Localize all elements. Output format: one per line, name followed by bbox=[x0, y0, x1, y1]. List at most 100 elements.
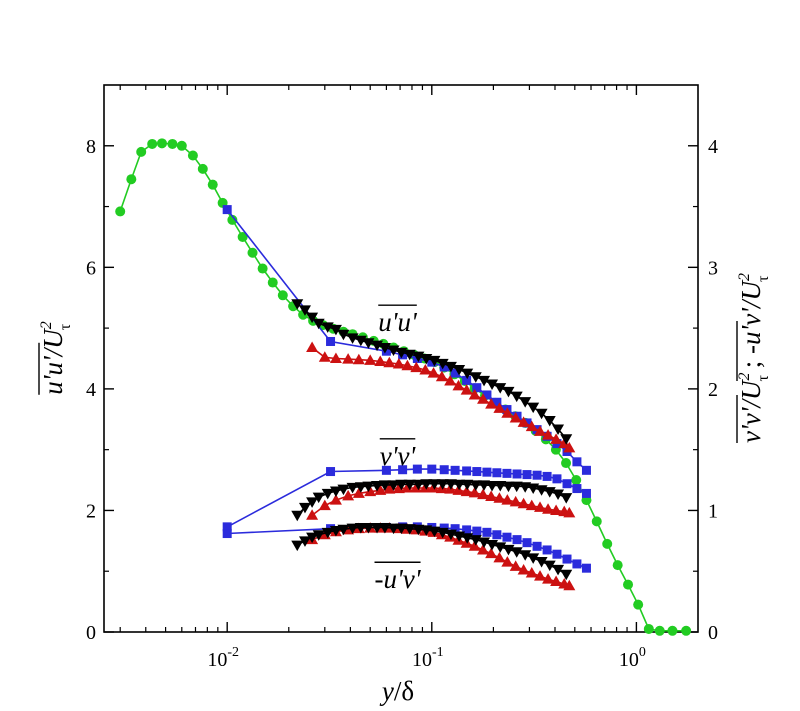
data-point bbox=[517, 416, 530, 427]
data-point bbox=[563, 579, 576, 591]
y-left-label-over: u'u' bbox=[38, 355, 68, 395]
data-point bbox=[643, 623, 654, 634]
data-point bbox=[439, 362, 449, 372]
data-point bbox=[412, 524, 425, 536]
data-point bbox=[371, 522, 384, 534]
data-point bbox=[602, 538, 613, 549]
data-point bbox=[667, 625, 678, 636]
data-point bbox=[502, 481, 515, 493]
annotation-label: u'u' bbox=[378, 307, 418, 337]
data-point bbox=[512, 535, 522, 545]
data-point bbox=[403, 524, 416, 535]
data-point bbox=[450, 465, 460, 475]
data-point bbox=[115, 206, 126, 217]
data-point bbox=[435, 370, 448, 382]
data-point bbox=[401, 481, 414, 493]
data-point bbox=[552, 489, 565, 501]
data-point bbox=[420, 479, 433, 490]
data-point bbox=[550, 504, 563, 515]
data-point bbox=[517, 497, 530, 509]
data-point bbox=[227, 214, 238, 225]
data-point bbox=[395, 523, 408, 535]
annotation-label: v'v' bbox=[380, 441, 417, 471]
data-point bbox=[502, 532, 512, 542]
data-point bbox=[398, 465, 408, 475]
data-point bbox=[197, 163, 208, 174]
data-point bbox=[509, 560, 522, 571]
data-point bbox=[552, 424, 565, 436]
data-point bbox=[439, 465, 449, 475]
annotation-label: -u'v' bbox=[375, 564, 422, 594]
data-point bbox=[510, 481, 523, 493]
data-point bbox=[535, 556, 548, 568]
data-point bbox=[383, 483, 396, 494]
data-point bbox=[532, 470, 542, 480]
x-tick-base: 10 bbox=[619, 649, 639, 671]
data-point bbox=[207, 179, 218, 190]
data-point bbox=[462, 466, 472, 476]
data-point bbox=[510, 547, 523, 558]
series-black-triangles-uv bbox=[291, 522, 573, 581]
data-point bbox=[326, 336, 336, 346]
data-point bbox=[329, 324, 342, 336]
data-point bbox=[298, 305, 311, 316]
data-point bbox=[450, 524, 460, 534]
series-green-circles bbox=[115, 138, 692, 636]
data-point bbox=[469, 480, 482, 491]
data-point bbox=[561, 458, 572, 469]
data-point bbox=[427, 464, 437, 474]
data-point bbox=[542, 545, 552, 555]
data-point bbox=[306, 497, 319, 508]
data-point bbox=[176, 140, 187, 151]
data-point bbox=[342, 489, 355, 501]
data-point bbox=[581, 465, 591, 475]
x-axis-label: y/δ bbox=[379, 676, 414, 706]
data-point bbox=[291, 510, 304, 522]
data-point bbox=[552, 564, 565, 576]
data-point bbox=[222, 522, 232, 532]
data-point bbox=[460, 485, 473, 497]
data-point bbox=[403, 479, 416, 491]
data-point bbox=[532, 541, 542, 551]
data-point bbox=[543, 415, 556, 427]
data-point bbox=[468, 388, 481, 400]
x-label-slash: / bbox=[394, 676, 402, 706]
data-point bbox=[395, 479, 408, 491]
data-point bbox=[472, 526, 482, 536]
data-point bbox=[492, 468, 502, 478]
data-point bbox=[298, 536, 311, 547]
data-point bbox=[477, 393, 490, 404]
data-point bbox=[591, 516, 602, 527]
data-point bbox=[362, 481, 375, 493]
data-point bbox=[482, 467, 492, 477]
data-point bbox=[469, 372, 482, 383]
data-point bbox=[525, 567, 538, 578]
x-tick-exp: 0 bbox=[639, 645, 646, 660]
data-point bbox=[534, 425, 547, 436]
data-point bbox=[527, 553, 540, 564]
data-point bbox=[492, 530, 502, 540]
data-point bbox=[452, 484, 465, 495]
y-right-tick-label: 0 bbox=[708, 622, 718, 644]
data-point bbox=[501, 494, 514, 505]
x-tick-label: 100 bbox=[619, 645, 646, 671]
data-point bbox=[136, 146, 147, 157]
data-point bbox=[378, 480, 391, 491]
data-point bbox=[560, 434, 573, 445]
data-point bbox=[444, 479, 457, 490]
data-point bbox=[501, 556, 514, 567]
data-point bbox=[453, 364, 466, 376]
plot-frame bbox=[103, 84, 699, 633]
data-point bbox=[381, 346, 391, 356]
data-point bbox=[494, 481, 507, 492]
x-tick-base: 10 bbox=[412, 649, 432, 671]
y-right-tick-label: 3 bbox=[708, 257, 718, 279]
data-point bbox=[222, 205, 232, 215]
data-point bbox=[502, 386, 515, 398]
y-left-label-sub: τ bbox=[57, 323, 74, 330]
data-point bbox=[477, 488, 490, 500]
data-point bbox=[222, 529, 232, 539]
data-point bbox=[329, 526, 342, 537]
data-point bbox=[354, 522, 367, 534]
